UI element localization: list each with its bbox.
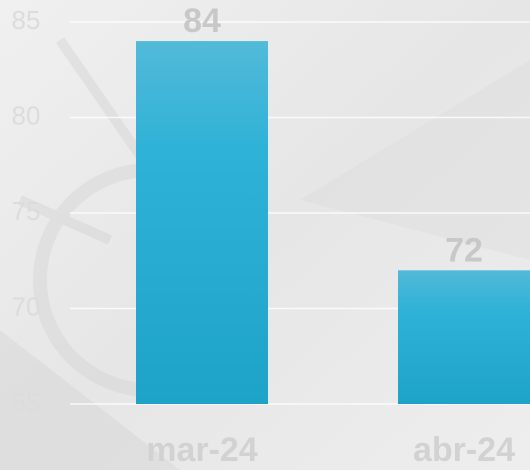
bar: [136, 41, 268, 404]
data-label: 72: [445, 231, 483, 269]
y-tick-label: 65: [12, 387, 41, 417]
x-tick-label: abr-24: [413, 431, 515, 469]
y-tick-label: 75: [12, 196, 41, 226]
y-tick-label: 70: [12, 291, 41, 321]
y-tick-label: 85: [12, 5, 41, 35]
x-tick-label: mar-24: [146, 431, 258, 469]
data-label: 84: [183, 2, 221, 40]
y-tick-label: 80: [12, 100, 41, 130]
bar: [398, 270, 530, 404]
